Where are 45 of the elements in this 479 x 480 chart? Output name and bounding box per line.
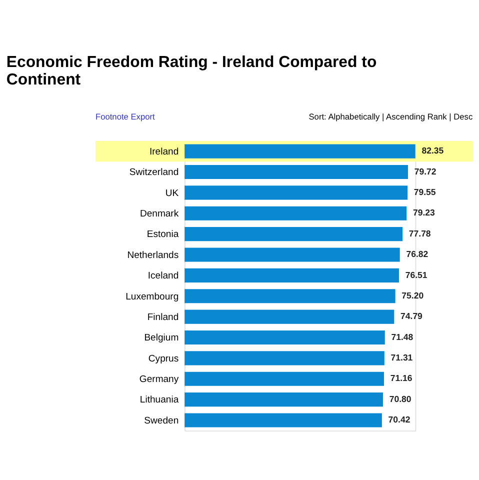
y-tick-label: Belgium bbox=[144, 332, 179, 344]
data-label: 74.79 bbox=[400, 311, 423, 322]
bar bbox=[184, 351, 384, 366]
y-tick-label: Ireland bbox=[149, 146, 179, 158]
y-tick-label: Luxembourg bbox=[126, 291, 179, 302]
y-tick-label: Germany bbox=[139, 374, 179, 386]
y-tick-label: UK bbox=[165, 188, 180, 199]
chart-title: Economic Freedom Rating - Ireland Compared to Continent bbox=[6, 54, 377, 88]
bar bbox=[184, 289, 396, 304]
data-label: 70.80 bbox=[389, 394, 412, 404]
bar bbox=[184, 413, 382, 428]
y-tick-label: Estonia bbox=[146, 229, 180, 240]
data-label: 76.82 bbox=[406, 249, 428, 260]
bar bbox=[184, 186, 408, 200]
data-label: 82.35 bbox=[422, 146, 444, 156]
bar bbox=[184, 330, 385, 345]
bar bbox=[184, 372, 384, 386]
text: Footnote Export bbox=[95, 111, 156, 122]
y-tick-label: Cyprus bbox=[148, 353, 179, 364]
bar bbox=[184, 144, 416, 158]
bar bbox=[184, 310, 394, 324]
y-tick-label: Denmark bbox=[140, 208, 179, 220]
data-label: 71.48 bbox=[391, 332, 414, 342]
bar bbox=[184, 268, 399, 282]
y-tick-label: Finland bbox=[147, 312, 179, 323]
data-label: 70.42 bbox=[388, 414, 410, 425]
bar bbox=[184, 164, 408, 180]
bar bbox=[184, 227, 403, 242]
y-tick-label: Switzerland bbox=[129, 167, 179, 178]
data-label: 76.51 bbox=[405, 270, 428, 280]
data-label: 79.23 bbox=[412, 208, 435, 218]
data-label: 71.31 bbox=[390, 352, 413, 363]
bar bbox=[184, 248, 400, 262]
y-tick-label: Sweden bbox=[144, 415, 179, 426]
bar bbox=[184, 206, 407, 220]
data-label: 71.16 bbox=[390, 373, 412, 384]
bar bbox=[184, 392, 383, 407]
y-tick-label: Iceland bbox=[148, 270, 179, 282]
data-label: 79.55 bbox=[414, 187, 436, 198]
text: Sort: Alphabetically | Ascending Rank | Desc bbox=[308, 111, 473, 122]
data-label: 79.72 bbox=[414, 166, 436, 176]
y-tick-label: Netherlands bbox=[127, 250, 179, 261]
data-label: 75.20 bbox=[402, 290, 424, 300]
data-label: 77.78 bbox=[408, 228, 431, 238]
y-tick-label: Lithuania bbox=[140, 394, 180, 406]
